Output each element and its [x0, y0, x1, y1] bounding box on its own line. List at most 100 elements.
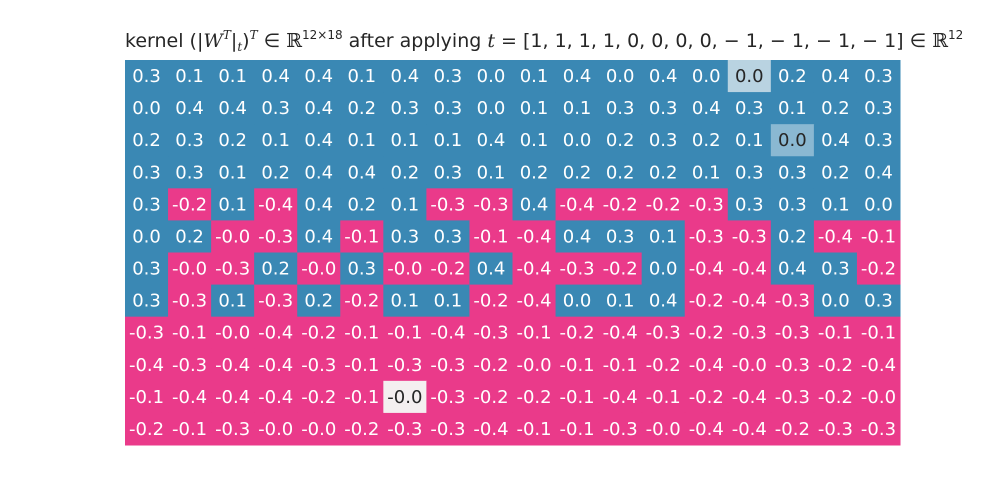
heatmap-cell	[856, 348, 901, 382]
heatmap-cell-label: 0.2	[304, 291, 333, 312]
heatmap-cell	[168, 220, 212, 253]
heatmap-cell	[641, 316, 686, 350]
heatmap-cell	[813, 92, 858, 125]
heatmap-cell-label: 0.1	[218, 291, 247, 312]
heatmap-cell	[125, 380, 169, 414]
heatmap-cell	[297, 60, 341, 93]
heatmap-cell	[856, 156, 901, 189]
heatmap-cell-label: 0.1	[735, 130, 764, 151]
heatmap-cell	[856, 412, 901, 446]
heatmap-cell	[727, 348, 772, 382]
heatmap-cell-label: 0.1	[175, 66, 204, 87]
heatmap-cell	[512, 412, 557, 446]
heatmap-cell-label: -0.0	[387, 387, 422, 408]
heatmap-cell	[383, 380, 427, 414]
heatmap-cell	[211, 124, 255, 157]
heatmap-cell	[168, 156, 212, 189]
heatmap-cell	[555, 188, 600, 221]
heatmap-cell-label: 0.1	[477, 162, 506, 183]
heatmap-cell-label: 0.2	[649, 162, 678, 183]
heatmap-cell-label: -0.4	[689, 419, 724, 440]
heatmap-cell	[770, 348, 815, 382]
heatmap-cell-label: 0.0	[132, 98, 161, 119]
heatmap-cell	[813, 220, 858, 253]
heatmap-cell-label: 0.3	[434, 66, 463, 87]
heatmap-cell	[770, 188, 815, 221]
heatmap-cell-label: -0.1	[473, 226, 508, 247]
heatmap-cell-label: 0.3	[132, 259, 161, 280]
heatmap-cell	[512, 60, 557, 93]
heatmap-cell	[168, 92, 212, 125]
heatmap-cell-label: 0.3	[175, 162, 204, 183]
heatmap-cell-label: 0.4	[649, 291, 678, 312]
heatmap-cell-label: 0.3	[347, 259, 376, 280]
heatmap-cell-label: -0.0	[387, 259, 422, 280]
heatmap-cell-label: -0.3	[818, 419, 853, 440]
heatmap-cell-label: 0.2	[175, 226, 204, 247]
title-close: )	[242, 30, 250, 52]
heatmap-cell-label: -0.4	[258, 355, 293, 376]
heatmap-cell-label: -0.2	[473, 291, 508, 312]
heatmap-cell-label: 0.2	[778, 66, 807, 87]
heatmap-cell	[512, 252, 557, 286]
heatmap-cell	[297, 156, 341, 189]
heatmap-cell	[211, 188, 255, 221]
heatmap-cell-label: -0.1	[818, 323, 853, 344]
heatmap-cell-label: -0.3	[430, 194, 465, 215]
heatmap-cell-label: -0.3	[775, 323, 810, 344]
heatmap-cell-label: 0.4	[304, 226, 333, 247]
heatmap-cell	[211, 284, 255, 318]
heatmap-cell-label: -0.4	[473, 419, 508, 440]
heatmap-cell	[641, 412, 686, 446]
heatmap-cell-label: 0.2	[520, 162, 549, 183]
heatmap-cell	[512, 92, 557, 125]
heatmap-cell	[168, 348, 212, 382]
heatmap-cell	[125, 92, 169, 125]
heatmap-cell-label: 0.3	[391, 226, 420, 247]
heatmap-cell-label: -0.0	[301, 259, 336, 280]
heatmap-cell	[727, 92, 772, 125]
heatmap-cell	[383, 316, 427, 350]
heatmap-cell-label: 0.2	[606, 162, 635, 183]
heatmap-cell	[555, 92, 600, 125]
heatmap-cell	[383, 156, 427, 189]
heatmap-cell-label: 0.2	[692, 130, 721, 151]
heatmap-cell-label: -0.0	[172, 259, 207, 280]
heatmap-cell-label: -0.3	[301, 355, 336, 376]
heatmap-cell	[211, 156, 255, 189]
heatmap-cell	[641, 188, 686, 221]
heatmap-cell	[125, 348, 169, 382]
heatmap-cell	[641, 92, 686, 125]
heatmap-cell	[813, 124, 858, 157]
heatmap-cell-label: 0.4	[563, 226, 592, 247]
heatmap-cell	[254, 220, 298, 253]
heatmap-cell	[598, 156, 643, 189]
heatmap-cell-label: -0.1	[516, 323, 551, 344]
heatmap-cell	[340, 60, 384, 93]
heatmap-cell-label: -0.1	[344, 355, 379, 376]
heatmap-cell-label: 0.1	[563, 98, 592, 119]
heatmap-cell-label: -0.3	[387, 419, 422, 440]
heatmap-cell	[813, 348, 858, 382]
heatmap-cell	[254, 348, 298, 382]
heatmap-cell	[426, 252, 470, 286]
heatmap-cell	[340, 156, 384, 189]
heatmap-cell-label: 0.1	[347, 66, 376, 87]
heatmap-cell-label: -0.4	[215, 355, 250, 376]
heatmap-cell-label: -0.1	[603, 355, 638, 376]
heatmap-cell-label: -0.1	[172, 419, 207, 440]
heatmap-cell-label: -0.2	[603, 259, 638, 280]
heatmap-cell-label: 0.1	[692, 162, 721, 183]
heatmap-cell	[684, 156, 729, 189]
title-vector: = [1, 1, 1, 1, 0, 0, 0, 0, − 1, − 1, − 1…	[495, 30, 904, 52]
heatmap-cell	[770, 124, 815, 157]
heatmap-cell-label: -0.3	[172, 355, 207, 376]
heatmap-cell	[598, 380, 643, 414]
heatmap-cell	[469, 92, 513, 125]
heatmap-cell-label: 0.0	[563, 130, 592, 151]
heatmap-cell	[125, 188, 169, 221]
chart-title: kernel (|WT|t)T ∈ ℝ12×18 after applying …	[125, 29, 995, 53]
heatmap-cell	[340, 412, 384, 446]
heatmap-cell-label: 0.3	[132, 194, 161, 215]
heatmap-cell	[770, 92, 815, 125]
